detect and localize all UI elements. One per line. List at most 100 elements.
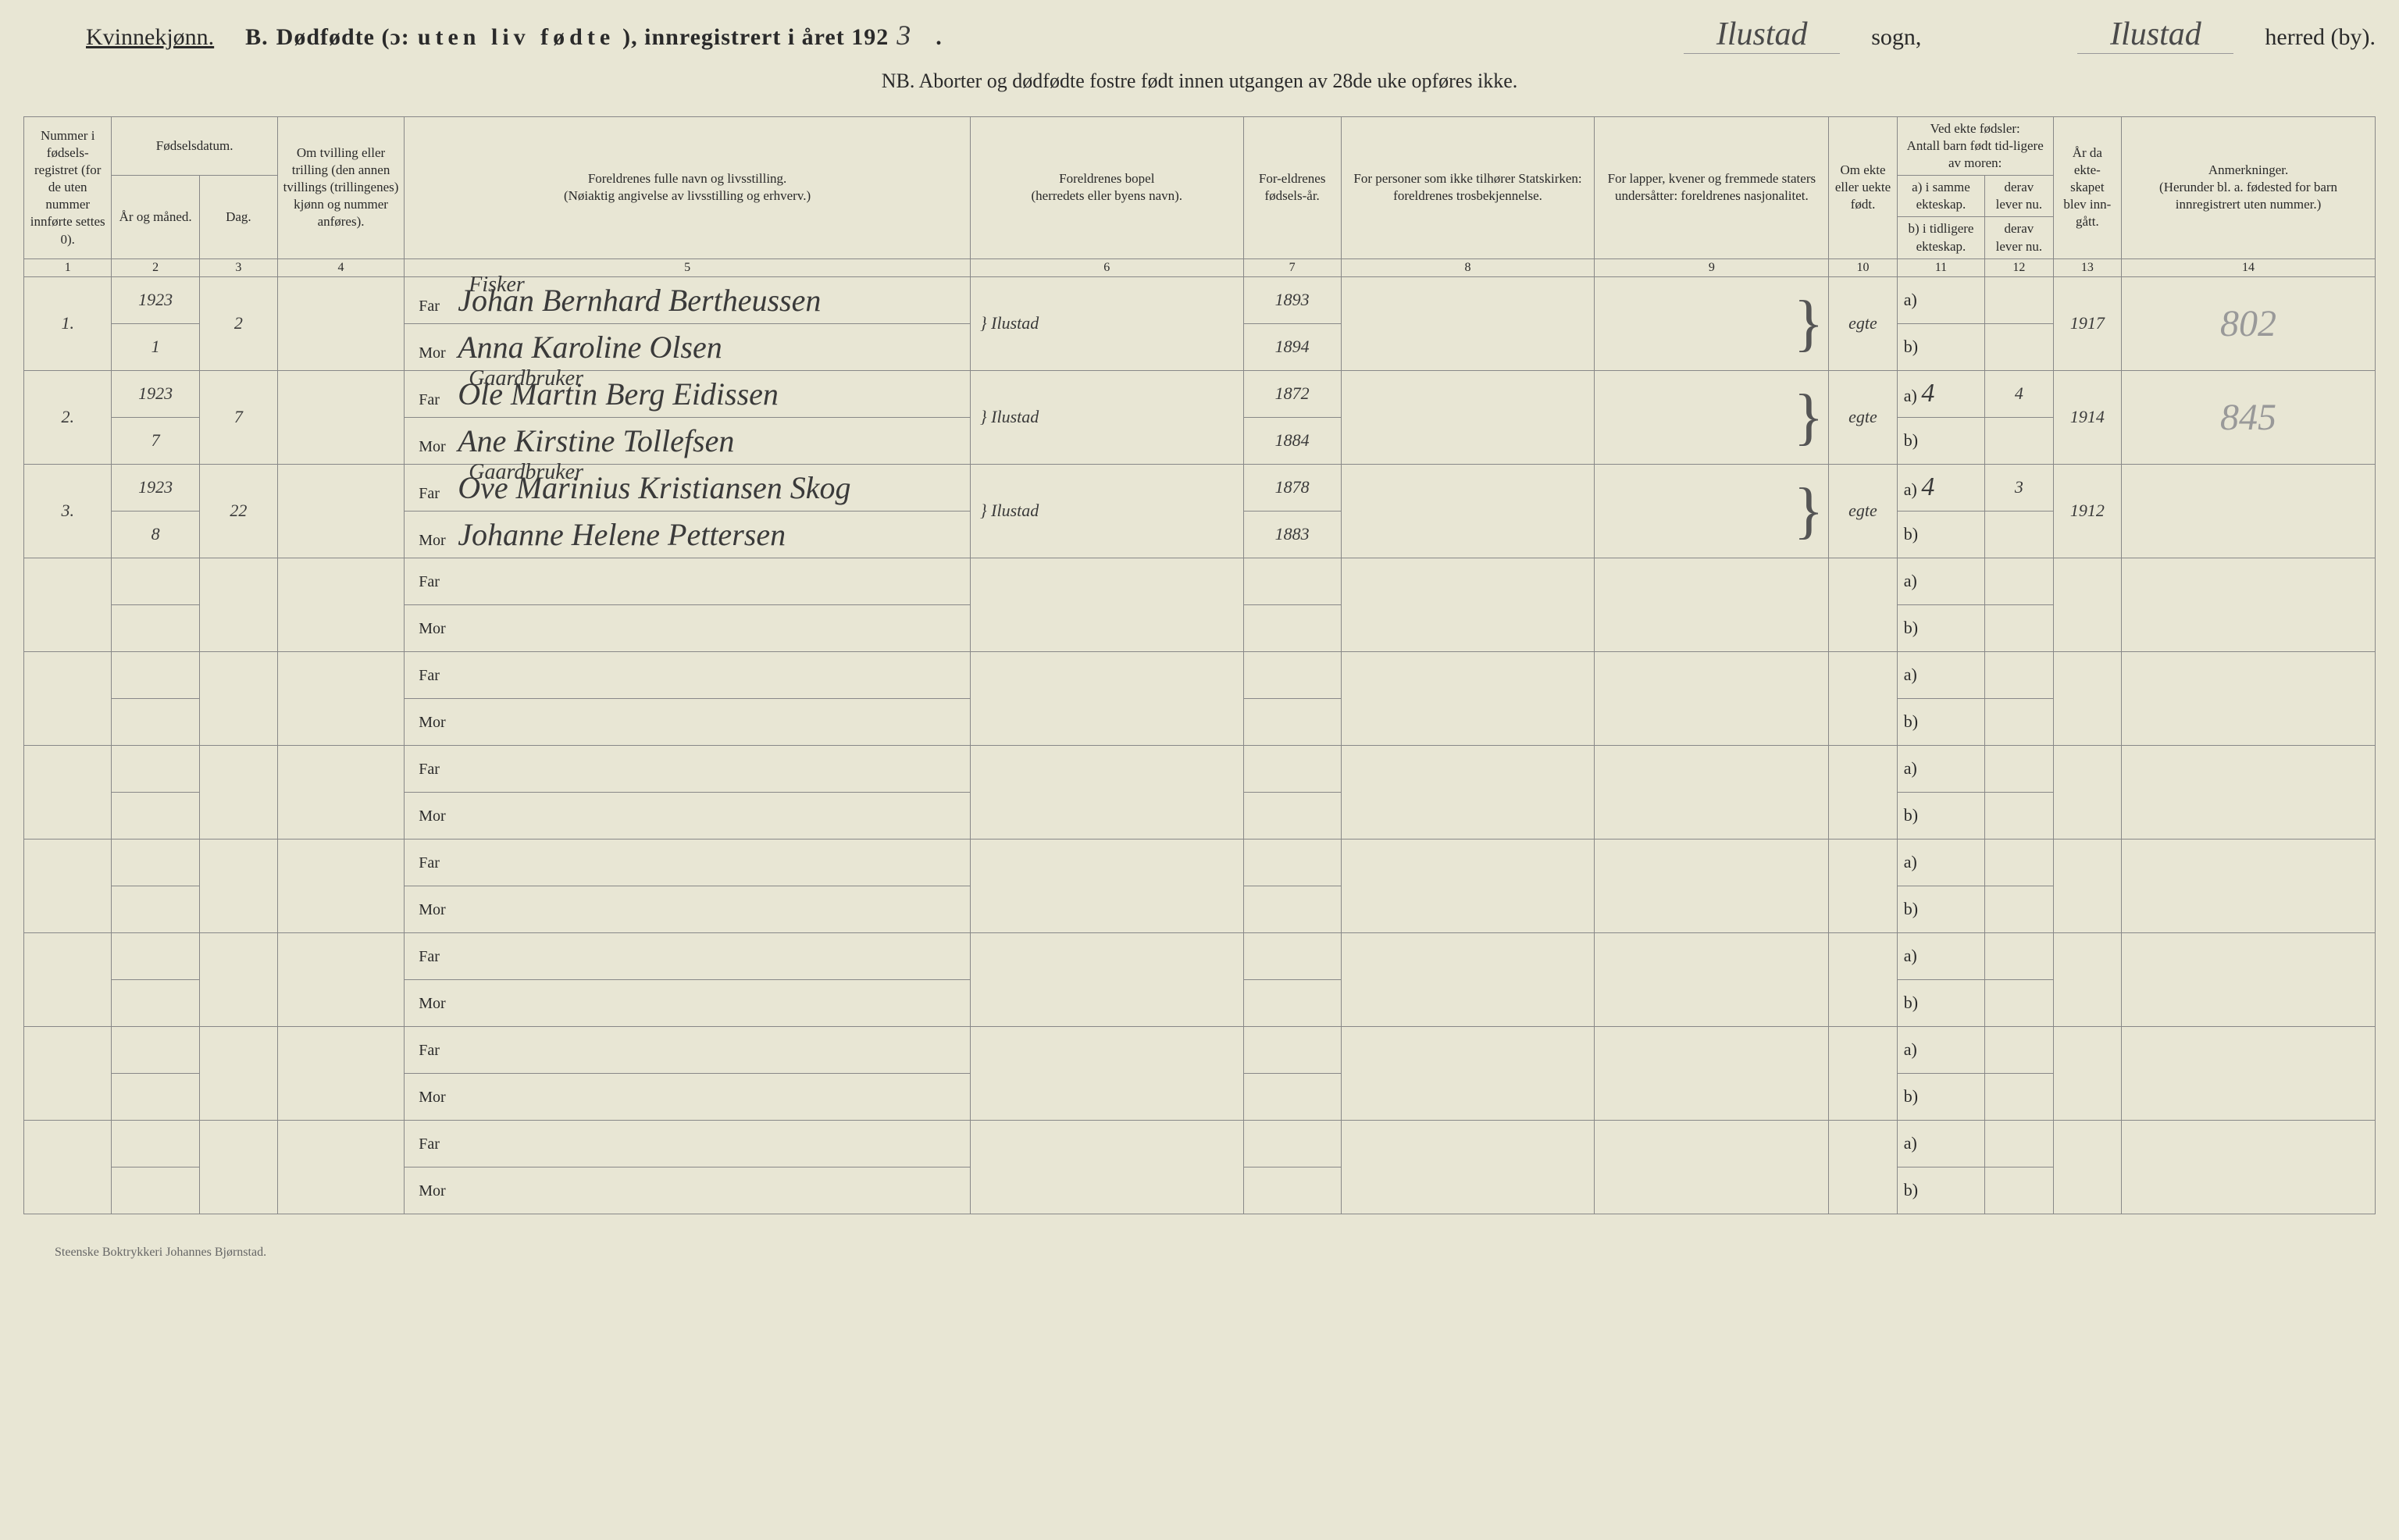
- table-row: 2.19237FarGaardbrukerOle Martin Berg Eid…: [24, 370, 2376, 417]
- cell: } Ilustad: [970, 276, 1243, 370]
- cell: 1917: [2053, 276, 2121, 370]
- cell: [1595, 651, 1829, 745]
- cell: [1985, 979, 2053, 1026]
- cell: [112, 932, 199, 979]
- colnum: 3: [199, 258, 277, 276]
- cell: [1595, 932, 1829, 1026]
- col-head-6: Foreldrenes bopel (herredets eller byens…: [970, 117, 1243, 259]
- mother-cell: Mor: [405, 979, 971, 1026]
- cell: [277, 276, 404, 370]
- register-table: Nummer i fødsels-registret (for de uten …: [23, 116, 2376, 1214]
- b-cell: b): [1897, 698, 1984, 745]
- cell: 1923: [112, 464, 199, 511]
- far-label: Far: [409, 1042, 448, 1060]
- cell: 8: [112, 511, 199, 558]
- mor-label: Mor: [409, 1089, 448, 1107]
- table-row: Fara): [24, 558, 2376, 604]
- father-cell: FarGaardbrukerOle Martin Berg Eidissen: [405, 370, 971, 417]
- mother-cell: Mor: [405, 792, 971, 839]
- col-head-3: Dag.: [199, 176, 277, 258]
- mother-cell: Mor: [405, 604, 971, 651]
- title-spaced: uten liv fødte: [418, 24, 615, 51]
- mother-cell: Mor: [405, 698, 971, 745]
- cell: [1985, 1167, 2053, 1214]
- cell: [2122, 932, 2376, 1026]
- cell: [2122, 839, 2376, 932]
- cell: [1341, 745, 1595, 839]
- table-row: Fara): [24, 1026, 2376, 1073]
- cell: }: [1595, 464, 1829, 558]
- gender-label: Kvinnekjønn.: [86, 24, 214, 51]
- cell: [2122, 1026, 2376, 1120]
- mor-label: Mor: [409, 995, 448, 1013]
- col-head-9: For lapper, kvener og fremmede staters u…: [1595, 117, 1829, 259]
- cell: [1985, 1073, 2053, 1120]
- cell: [199, 651, 277, 745]
- mother-cell: MorJohanne Helene Pettersen: [405, 511, 971, 558]
- colnum: 9: [1595, 258, 1829, 276]
- cell: [1243, 698, 1341, 745]
- mother-name: Anna Karoline Olsen: [448, 330, 722, 365]
- father-cell: Far: [405, 1026, 971, 1073]
- mor-label: Mor: [409, 714, 448, 732]
- b-cell: b): [1897, 979, 1984, 1026]
- a-cell: a): [1897, 276, 1984, 323]
- cell: [1985, 417, 2053, 464]
- cell: 1.: [24, 276, 112, 370]
- cell: 845: [2122, 370, 2376, 464]
- mother-cell: Mor: [405, 886, 971, 932]
- cell: [2122, 558, 2376, 651]
- cell: [24, 651, 112, 745]
- cell: [1985, 604, 2053, 651]
- cell: [277, 1026, 404, 1120]
- cell: [1829, 932, 1897, 1026]
- printer-footer: Steenske Boktrykkeri Johannes Bjørnstad.: [23, 1246, 2376, 1260]
- cell: [24, 745, 112, 839]
- cell: [1985, 792, 2053, 839]
- far-label: Far: [409, 485, 448, 503]
- mother-cell: MorAnna Karoline Olsen: [405, 323, 971, 370]
- cell: [1243, 745, 1341, 792]
- cell: 1923: [112, 370, 199, 417]
- herred-label: herred (by).: [2265, 24, 2376, 51]
- cell: [1243, 604, 1341, 651]
- colnum: 12: [1985, 258, 2053, 276]
- cell: [1595, 1120, 1829, 1214]
- cell: [970, 1120, 1243, 1214]
- b-cell: b): [1897, 417, 1984, 464]
- far-label: Far: [409, 667, 448, 685]
- a-cell: a): [1897, 558, 1984, 604]
- father-occ: Fisker: [459, 273, 525, 298]
- mother-cell: Mor: [405, 1073, 971, 1120]
- table-row: Fara): [24, 745, 2376, 792]
- cell: [1341, 558, 1595, 651]
- cell: [1243, 839, 1341, 886]
- cell: [1243, 1026, 1341, 1073]
- col-head-5: Foreldrenes fulle navn og livsstilling. …: [405, 117, 971, 259]
- cell: [24, 1120, 112, 1214]
- table-row: Far a): [24, 651, 2376, 698]
- col-head-11b: b) i tidligere ekteskap.: [1897, 217, 1984, 258]
- colnum: 2: [112, 258, 199, 276]
- herred-value: Ilustad: [2077, 16, 2233, 54]
- cell: [1829, 1026, 1897, 1120]
- father-cell: Far: [405, 839, 971, 886]
- cell: [2053, 558, 2121, 651]
- cell: [277, 745, 404, 839]
- cell: 1: [112, 323, 199, 370]
- cell: egte: [1829, 276, 1897, 370]
- cell: [1243, 1167, 1341, 1214]
- col-head-1112: Ved ekte fødsler: Antall barn født tid-l…: [1897, 117, 2053, 176]
- cell: [112, 886, 199, 932]
- cell: [1829, 1120, 1897, 1214]
- cell: 3.: [24, 464, 112, 558]
- col-head-12b: derav lever nu.: [1985, 217, 2053, 258]
- cell: [24, 1026, 112, 1120]
- cell: [199, 1026, 277, 1120]
- father-cell: FarFiskerJohan Bernhard Bertheussen: [405, 276, 971, 323]
- mor-label: Mor: [409, 807, 448, 825]
- father-occ: Gaardbruker: [459, 366, 583, 391]
- a-cell: a): [1897, 651, 1984, 698]
- mother-name: Ane Kirstine Tollefsen: [448, 423, 734, 458]
- a-cell: a) 4: [1897, 370, 1984, 417]
